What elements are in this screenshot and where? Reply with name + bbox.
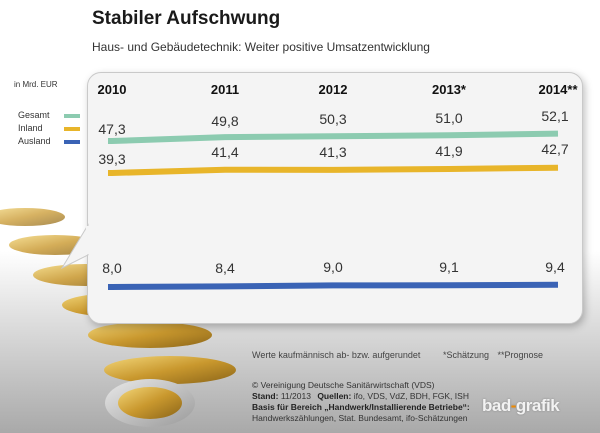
legend-label-ausland: Ausland [18, 136, 51, 146]
data-label-gesamt: 49,8 [211, 113, 238, 129]
copyright-line: © Vereinigung Deutsche Sanitärwirtschaft… [252, 380, 435, 390]
data-label-ausland: 8,4 [215, 260, 235, 276]
data-label-inland: 39,3 [98, 151, 125, 167]
x-tick-label: 2011 [211, 82, 239, 97]
panel-pointer [60, 223, 89, 270]
legend-label-inland: Inland [18, 123, 43, 133]
logo-left: bad [482, 396, 511, 415]
data-label-gesamt: 52,1 [541, 108, 568, 124]
data-label-ausland: 8,0 [102, 260, 122, 276]
data-label-inland: 41,3 [319, 144, 346, 160]
sources-value: ifo, VDS, VdZ, BDH, FGK, ISH [353, 391, 469, 401]
legend-swatch-ausland [64, 140, 80, 144]
legend-label-gesamt: Gesamt [18, 110, 50, 120]
logo-right: grafik [515, 396, 560, 415]
note-rounding: Werte kaufmännisch ab- bzw. aufgerundet [252, 350, 421, 360]
legend-swatch-gesamt [64, 114, 80, 118]
data-label-gesamt: 50,3 [319, 111, 346, 127]
bad-grafik-logo: bad-grafik [482, 396, 560, 415]
basis-label: Basis für Bereich „Handwerk/Installieren… [252, 402, 470, 412]
x-tick-label: 2013* [432, 82, 467, 97]
chart-panel [87, 72, 583, 324]
data-label-ausland: 9,1 [439, 259, 459, 275]
data-label-inland: 41,4 [211, 144, 238, 160]
note-estimate: *Schätzung [442, 350, 489, 360]
note-forecast: **Prognose [497, 350, 544, 360]
x-tick-label: 2010 [98, 82, 127, 97]
stand-sources-line: Stand: 11/2013 Quellen: ifo, VDS, VdZ, B… [252, 391, 470, 402]
data-label-inland: 41,9 [435, 143, 462, 159]
data-label-inland: 42,7 [541, 141, 568, 157]
series-line-inland [108, 164, 559, 176]
x-tick-label: 2012 [319, 82, 348, 97]
page-subtitle: Haus- und Gebäudetechnik: Weiter positiv… [92, 40, 430, 54]
source-credits: © Vereinigung Deutsche Sanitärwirtschaft… [252, 380, 470, 424]
legend-swatch-inland [64, 127, 80, 131]
data-label-ausland: 9,4 [545, 259, 565, 275]
page-title: Stabiler Aufschwung [92, 8, 281, 29]
unit-label: in Mrd. EUR [14, 80, 58, 89]
x-tick-label: 2014** [538, 82, 578, 97]
basis-value: Handwerkszählungen, Stat. Bundesamt, ifo… [252, 413, 468, 423]
data-label-gesamt: 47,3 [98, 121, 125, 137]
sources-label: Quellen: [317, 391, 352, 401]
data-label-ausland: 9,0 [323, 259, 343, 275]
series-line-ausland [108, 281, 559, 290]
data-label-gesamt: 51,0 [435, 110, 462, 126]
stand-value: 11/2013 [280, 391, 311, 401]
series-line-gesamt [108, 130, 559, 144]
panel-pointer-mask [86, 226, 90, 254]
stand-label: Stand: [252, 391, 279, 401]
footnotes: Werte kaufmännisch ab- bzw. aufgerundet … [252, 350, 543, 360]
